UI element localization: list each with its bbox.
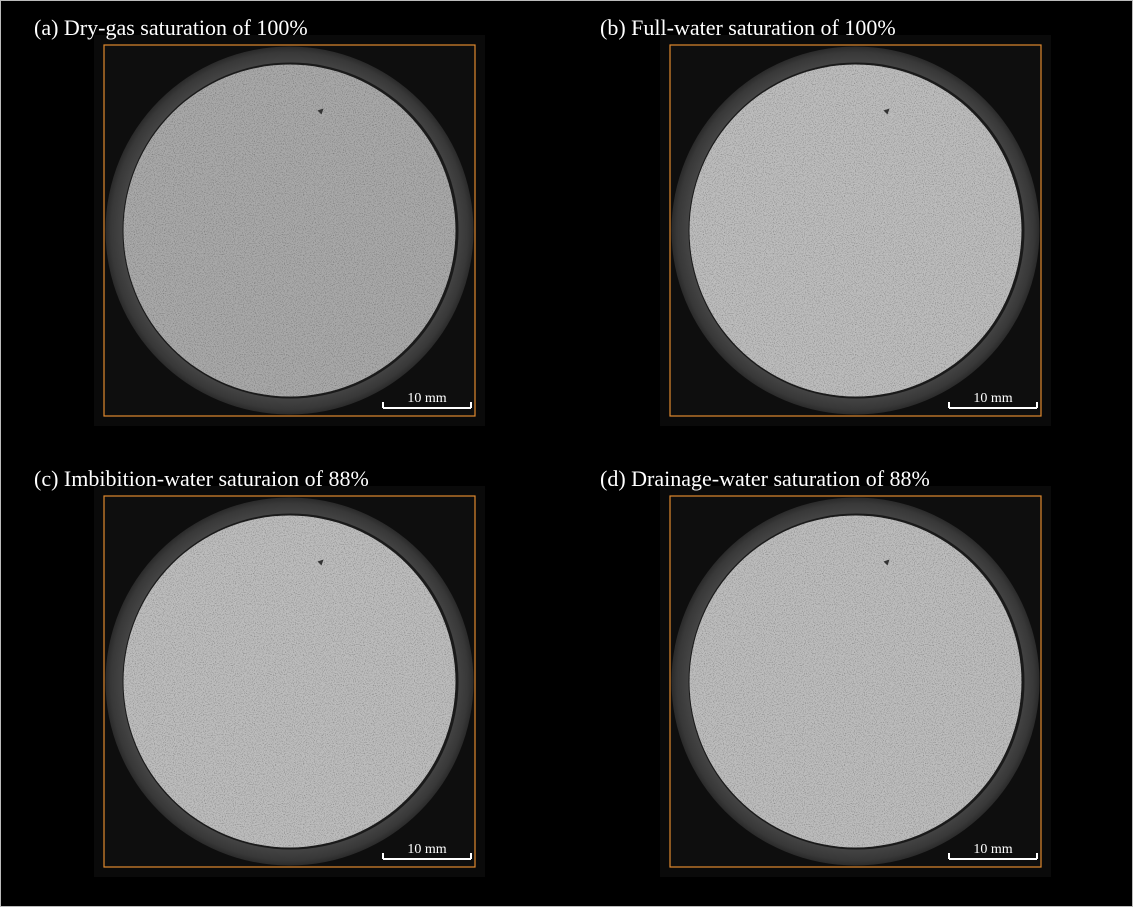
panel-label: (a) Dry-gas saturation of 100% (34, 15, 308, 40)
panel: (a) Dry-gas saturation of 100% 10 mm (34, 15, 485, 426)
scale-bar-label: 10 mm (407, 391, 446, 406)
panel-label: (c) Imbibition-water saturaion of 88% (34, 466, 369, 491)
pore-feature (317, 559, 324, 566)
panel: (d) Drainage-water saturation of 88% 10 m… (600, 466, 1051, 877)
core-sample (123, 64, 456, 397)
core-sample (689, 515, 1022, 848)
panel: (c) Imbibition-water saturaion of 88% 10 … (34, 466, 485, 877)
scale-bar-label: 10 mm (407, 842, 446, 857)
pore-feature (317, 108, 324, 115)
panel: (b) Full-water saturation of 100% 10 mm (600, 15, 1051, 426)
pore-feature (883, 559, 890, 566)
core-sample (689, 64, 1022, 397)
scale-bar-label: 10 mm (973, 842, 1012, 857)
core-sample (123, 515, 456, 848)
pore-feature (883, 108, 890, 115)
scale-bar-label: 10 mm (973, 391, 1012, 406)
panel-label: (d) Drainage-water saturation of 88% (600, 466, 930, 491)
panel-label: (b) Full-water saturation of 100% (600, 15, 896, 40)
